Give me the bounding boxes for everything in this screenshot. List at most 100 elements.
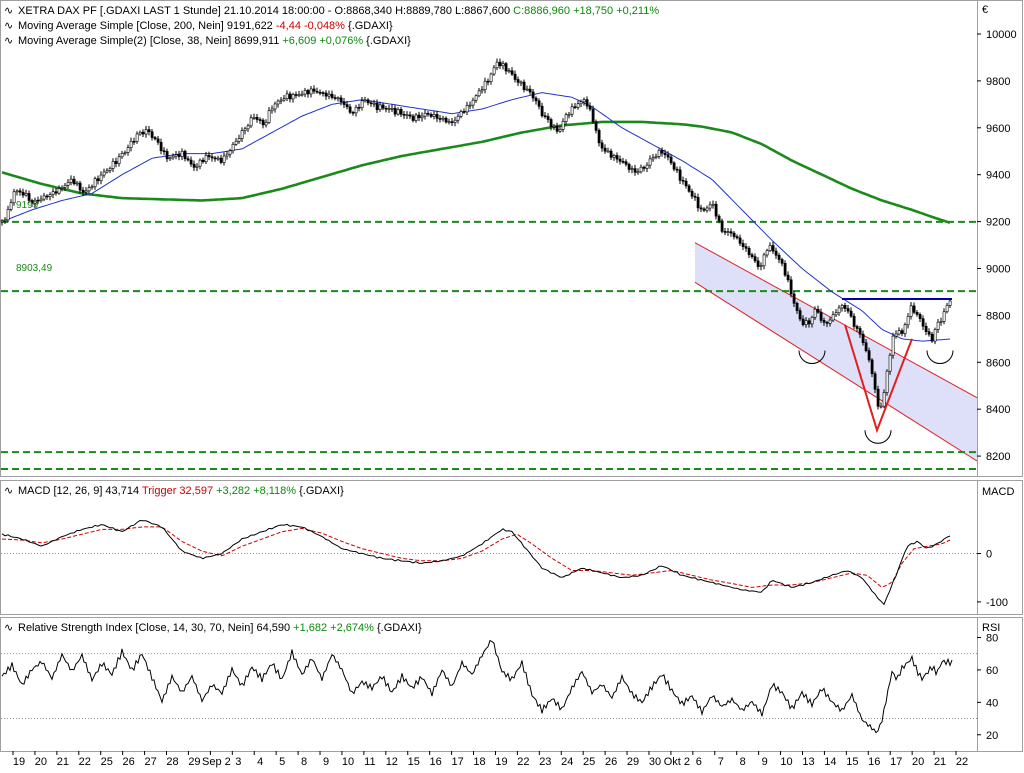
candle-body <box>552 125 556 128</box>
candle-body <box>537 100 541 107</box>
candle-body <box>444 117 448 123</box>
x-tick-label: 3 <box>235 756 241 768</box>
price-tick-label: 9000 <box>986 263 1010 275</box>
candle-body <box>585 99 589 107</box>
x-tick-label: 10 <box>342 756 354 768</box>
candle-body <box>123 152 127 154</box>
candle-body <box>291 94 295 100</box>
candle-body <box>450 121 454 123</box>
candle-body <box>645 164 649 169</box>
candle-body <box>336 97 340 100</box>
x-tick-label: 21 <box>57 756 69 768</box>
candle-body <box>567 113 571 116</box>
candle-body <box>726 231 730 233</box>
x-tick-label: 22 <box>956 756 968 768</box>
candle-body <box>294 94 298 96</box>
candle-body <box>231 143 235 152</box>
candle-body <box>579 101 583 105</box>
candle-body <box>66 182 70 186</box>
rsi-axis: 80 60 40 20 <box>977 632 998 742</box>
candle-body <box>855 326 859 329</box>
candle-body <box>711 203 715 206</box>
candle-body <box>321 92 325 94</box>
candle-body <box>51 191 55 195</box>
x-tick-label: 28 <box>166 756 178 768</box>
x-tick-label: 7 <box>718 756 724 768</box>
candle-body <box>513 73 517 80</box>
candle-body <box>945 305 949 313</box>
ma38-legend-part: 8699,911 <box>234 35 282 47</box>
x-tick-label: 9 <box>762 756 768 768</box>
candle-body <box>804 320 808 325</box>
candle-body <box>57 188 61 194</box>
candle-body <box>846 308 850 312</box>
x-tick-label: 10 <box>780 756 792 768</box>
candle-body <box>288 93 292 100</box>
candle-body <box>408 114 412 117</box>
candle-body <box>219 157 223 163</box>
ma200-legend-part: -4,44 -0,048% <box>276 20 345 32</box>
x-tick-label: 19 <box>495 756 507 768</box>
candle-body <box>735 236 739 239</box>
candle-body <box>672 162 676 170</box>
macd-axis-title: MACD <box>982 486 1014 498</box>
candle-body <box>858 328 862 335</box>
candle-body <box>507 70 511 73</box>
candle-body <box>396 108 400 115</box>
macd-axis-frame <box>977 480 1023 615</box>
candle-body <box>69 178 73 183</box>
candle-body <box>915 312 919 315</box>
candle-body <box>426 112 430 115</box>
candle-body <box>324 92 328 97</box>
candle-body <box>534 97 538 102</box>
candle-body <box>213 157 217 160</box>
candle-body <box>741 243 745 247</box>
candle-body <box>582 99 586 103</box>
candle-body <box>933 329 937 342</box>
candle-body <box>210 156 214 159</box>
candle-body <box>405 114 409 117</box>
candle-body <box>912 305 916 313</box>
x-tick-label: 16 <box>430 756 442 768</box>
candle-body <box>429 114 433 117</box>
candle-body <box>684 180 688 187</box>
candle-body <box>927 331 931 335</box>
candle-body <box>774 250 778 256</box>
price-tick-label: 9200 <box>986 217 1010 229</box>
candle-body <box>462 111 466 113</box>
candle-body <box>207 155 211 158</box>
candle-body <box>234 140 238 145</box>
candle-body <box>276 100 280 105</box>
candle-body <box>27 193 31 201</box>
candle-body <box>108 168 112 171</box>
candle-body <box>75 182 79 185</box>
candle-body <box>519 81 523 84</box>
x-tick-label: 8 <box>740 756 746 768</box>
candle-body <box>612 155 616 158</box>
x-tick-label: 19 <box>13 756 25 768</box>
candle-body <box>135 133 139 142</box>
candle-body <box>243 128 247 131</box>
candle-body <box>843 305 847 309</box>
candle-body <box>939 321 943 323</box>
candle-body <box>318 91 322 94</box>
candle-body <box>690 191 694 197</box>
candle-body <box>414 114 418 121</box>
candle-body <box>18 190 22 193</box>
candle-body <box>525 88 529 91</box>
candle-body <box>24 193 28 196</box>
candle-body <box>468 104 472 107</box>
candle-body <box>357 107 361 109</box>
candle-body <box>60 186 64 189</box>
candle-body <box>573 106 577 109</box>
candle-body <box>660 149 664 154</box>
candle-body <box>642 166 646 169</box>
candle-body <box>759 265 763 268</box>
candle-body <box>138 131 142 135</box>
candle-body <box>387 108 391 110</box>
candle-body <box>246 125 250 130</box>
candle-body <box>192 163 196 168</box>
candle-body <box>795 302 799 311</box>
candle-body <box>420 115 424 119</box>
x-tick-label: 15 <box>408 756 420 768</box>
